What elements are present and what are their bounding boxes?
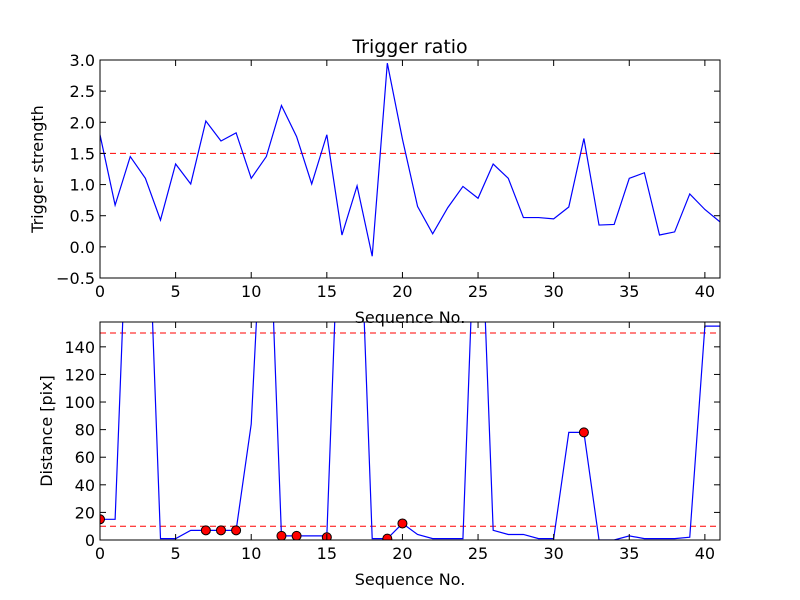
x-tick-label: 0 xyxy=(95,282,105,301)
y-tick-label: 1.5 xyxy=(70,144,95,163)
y-tick-label: −0.5 xyxy=(56,269,95,288)
plot-frame xyxy=(99,321,721,541)
y-tick-label: 120 xyxy=(64,365,95,384)
y-tick-label: 2.0 xyxy=(70,113,95,132)
x-tick-label: 15 xyxy=(317,544,337,563)
x-tick-label: 40 xyxy=(695,282,715,301)
y-tick-label: 40 xyxy=(75,476,95,495)
data-point-marker xyxy=(578,427,589,438)
y-axis-label: Distance [pix] xyxy=(37,375,56,487)
trigger-ratio-panel: Trigger ratio Trigger strength Sequence … xyxy=(28,36,721,327)
x-tick-label: 0 xyxy=(95,544,105,563)
y-tick-label: 0 xyxy=(85,531,95,550)
x-tick-label: 20 xyxy=(392,282,412,301)
data-point-marker xyxy=(100,514,105,525)
data-point-marker xyxy=(291,530,302,540)
x-tick-label: 15 xyxy=(317,282,337,301)
x-tick-label: 40 xyxy=(695,544,715,563)
y-tick-label: 0.5 xyxy=(70,207,95,226)
data-point-marker xyxy=(397,518,408,529)
y-tick-label: 140 xyxy=(64,338,95,357)
x-tick-label: 35 xyxy=(619,544,639,563)
plot-content xyxy=(100,322,720,540)
x-tick-label: 35 xyxy=(619,282,639,301)
y-tick-label: 20 xyxy=(75,503,95,522)
plot-content xyxy=(100,62,720,257)
series-line xyxy=(100,62,720,257)
y-tick-label: 3.0 xyxy=(70,51,95,70)
y-tick-label: 2.5 xyxy=(70,82,95,101)
plot-area: 0 5 10 15 20 25 30 35 40 0 20 40 60 80 100 120 140 xyxy=(64,321,721,563)
y-tick-label: 100 xyxy=(64,393,95,412)
data-point-marker xyxy=(231,525,242,536)
chart-title: Trigger ratio xyxy=(351,36,467,58)
plot-frame xyxy=(99,59,721,279)
plot-area: 0 5 10 15 20 25 30 35 40 −0.5 0.0 0.5 1.0 1.5 2.0 2.5 3.… xyxy=(56,51,721,301)
y-tick-label: 1.0 xyxy=(70,176,95,195)
y-tick-label: 60 xyxy=(75,448,95,467)
distance-panel: Distance [pix] Sequence No. 0 5 10 15 20 25 30… xyxy=(37,321,721,589)
x-tick-label: 10 xyxy=(241,544,261,563)
data-point-marker xyxy=(276,530,287,540)
x-axis-label: Sequence No. xyxy=(355,308,466,327)
x-tick-label: 20 xyxy=(392,544,412,563)
x-tick-label: 5 xyxy=(171,282,181,301)
x-axis-label: Sequence No. xyxy=(355,570,466,589)
data-point-marker xyxy=(382,533,393,540)
data-point-marker xyxy=(215,525,226,536)
x-tick-label: 10 xyxy=(241,282,261,301)
x-tick-label: 25 xyxy=(468,282,488,301)
data-point-marker xyxy=(200,525,211,536)
y-tick-label: 80 xyxy=(75,421,95,440)
x-tick-label: 5 xyxy=(171,544,181,563)
x-tick-label: 30 xyxy=(543,282,563,301)
y-axis-label: Trigger strength xyxy=(28,105,47,234)
x-tick-label: 25 xyxy=(468,544,488,563)
x-tick-label: 30 xyxy=(543,544,563,563)
y-tick-label: 0.0 xyxy=(70,238,95,257)
